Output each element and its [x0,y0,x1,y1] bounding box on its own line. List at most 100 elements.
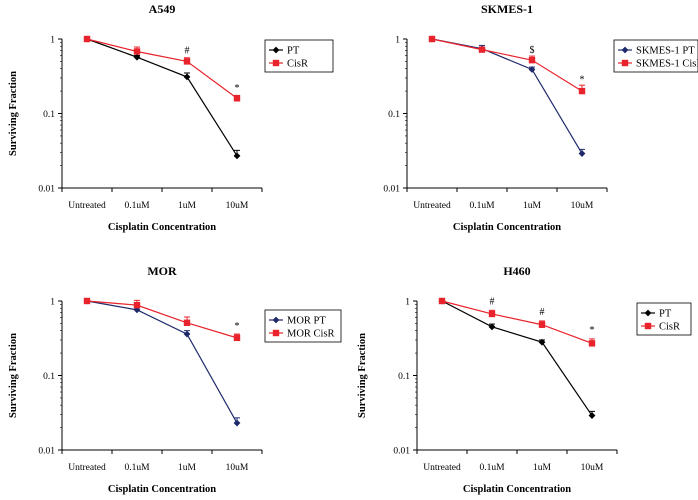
x-tick-label: 10uM [226,201,249,211]
y-tick-label: 0.1 [398,372,410,382]
y-axis-label: Surviving Fraction [8,333,19,418]
legend-label: MOR CisR [287,329,335,340]
x-tick-label: 1uM [178,463,197,473]
x-tick-label: 10uM [571,201,594,211]
significance-marker: * [590,325,595,336]
y-tick-label: 0.1 [43,372,55,382]
legend-marker [272,59,280,67]
legend-marker [272,329,280,337]
series-line [86,38,238,99]
data-point [578,87,586,95]
legend-marker [621,59,629,67]
chart-title: H460 [503,264,530,278]
x-axis-label: Cisplatin Concentration [463,484,571,495]
data-point [183,58,191,65]
data-point [233,334,241,342]
series-1 [438,297,596,347]
x-tick-label: 10uM [226,463,249,473]
legend-label: SKMES-1 PT [636,46,695,57]
series-0 [438,297,596,419]
data-point [83,297,91,305]
legend-label: MOR PT [287,316,326,327]
data-point [133,301,141,309]
legend: PT CisR [636,302,692,336]
legend-label: PT [287,46,300,57]
legend-label: SKMES-1 CisR [636,59,698,70]
legend-box [613,39,698,73]
x-tick-label: Untreated [423,463,461,473]
data-point [133,306,141,314]
series-0 [428,35,586,157]
data-point [183,330,191,338]
significance-marker: # [490,296,495,307]
x-tick-label: Untreated [413,201,451,211]
data-point [233,419,241,427]
x-tick-label: Untreated [68,463,106,473]
x-axis-label: Cisplatin Concentration [108,222,216,233]
legend-marker [644,309,652,317]
legend-label: CisR [659,322,680,333]
x-tick-label: 1uM [178,201,197,211]
series-line [86,300,238,424]
series-line [441,300,593,344]
y-tick-label: 0.01 [383,185,400,195]
x-tick-label: 0.1uM [469,201,495,211]
chart-panel-2: MOR 1 0.1 0.01 Untreated 0.1uM 1uM 10uM Cisplati… [8,264,342,495]
data-point [488,323,496,331]
data-point [588,340,596,347]
legend-marker [644,322,652,330]
data-point [133,53,141,61]
legend-marker [272,316,280,324]
x-axis-label: Cisplatin Concentration [108,484,216,495]
significance-marker: * [580,75,585,86]
x-axis-label: Cisplatin Concentration [453,222,561,233]
data-point [538,338,546,346]
chart-panel-1: SKMES-1 1 0.1 0.01 Untreated 0.1uM 1uM 10uM Cisp… [383,2,698,233]
chart-panel-3: H460 1 0.1 0.01 Untreated 0.1uM 1uM 10uM Cisplat… [357,264,692,495]
x-tick-label: 1uM [523,201,542,211]
y-tick-label: 1 [395,36,400,46]
data-point [183,73,191,81]
data-point [528,66,536,73]
data-point [83,35,91,43]
data-point [538,321,546,328]
series-0 [83,297,241,427]
series-line [431,38,583,154]
x-tick-label: 0.1uM [124,463,150,473]
x-tick-label: Untreated [68,201,106,211]
data-point [428,35,436,43]
x-tick-label: 1uM [533,463,552,473]
chart-title: A549 [149,2,176,16]
data-point [588,412,596,419]
y-tick-label: 1 [50,298,55,308]
y-axis-label: Surviving Fraction [357,333,368,418]
chart-title: SKMES-1 [481,2,533,16]
significance-marker: $ [530,45,535,56]
significance-marker: # [540,307,545,318]
series-0 [83,35,241,160]
y-tick-label: 0.1 [388,110,400,120]
data-point [488,310,496,318]
significance-marker: # [185,45,190,56]
series-line [86,38,238,157]
y-tick-label: 0.1 [43,110,55,120]
data-point [438,297,446,305]
legend-label: PT [659,309,672,320]
data-point [478,46,486,53]
legend-box [264,309,342,343]
legend-marker [621,46,629,54]
data-point [133,48,141,55]
y-tick-label: 0.01 [38,447,55,457]
x-tick-label: 10uM [581,463,604,473]
data-point [183,319,191,326]
significance-marker: * [235,83,240,94]
series-line [441,300,593,416]
chart-title: MOR [147,264,177,278]
series-line [431,38,583,92]
data-point [233,95,241,102]
x-tick-label: 0.1uM [124,201,150,211]
series-line [86,300,238,339]
series-1 [83,35,241,102]
y-tick-label: 0.01 [38,185,55,195]
